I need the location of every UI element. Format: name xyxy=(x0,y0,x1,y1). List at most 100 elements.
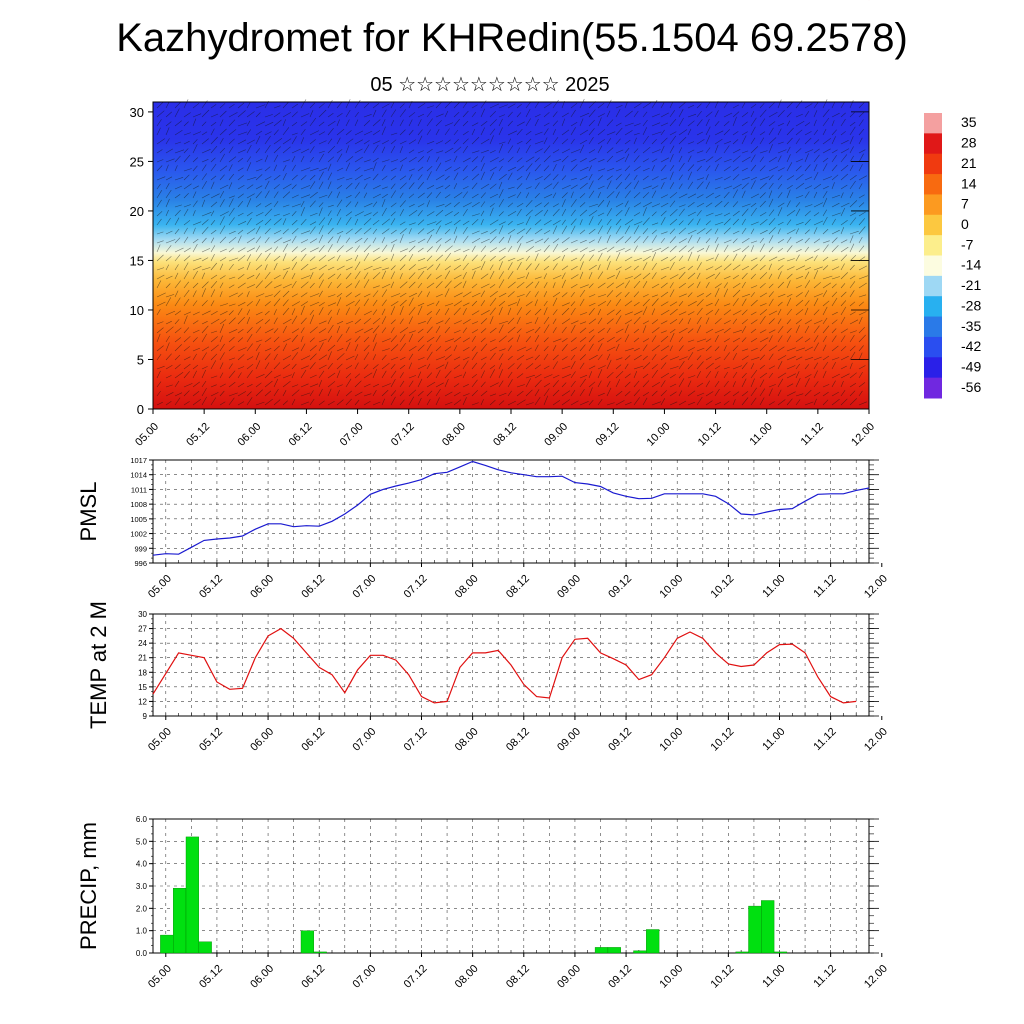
wind-barb xyxy=(255,293,265,298)
wind-barb xyxy=(777,167,785,172)
colorbar-swatch xyxy=(924,174,942,195)
wind-barb xyxy=(678,318,684,325)
wind-barb xyxy=(345,258,353,262)
colorbar-label: 21 xyxy=(961,155,977,171)
wind-barb xyxy=(579,284,589,289)
wind-barb xyxy=(705,228,712,235)
wind-barb xyxy=(246,363,254,370)
wind-barb xyxy=(516,222,524,226)
wind-barb xyxy=(354,245,360,253)
wind-barb xyxy=(705,257,714,262)
wind-barb xyxy=(327,120,336,127)
wind-barb xyxy=(615,122,622,127)
wind-barb xyxy=(453,129,459,136)
wind-barb xyxy=(309,282,315,289)
wind-barb xyxy=(498,324,504,334)
wind-barb xyxy=(489,399,496,406)
wind-barb xyxy=(399,109,407,118)
wind-barb xyxy=(795,138,800,145)
y-tick-label: 999 xyxy=(134,544,147,553)
wind-barb xyxy=(660,231,668,235)
wind-barb xyxy=(228,195,235,199)
wind-barb xyxy=(813,139,820,145)
wind-barb xyxy=(786,266,795,271)
wind-barb xyxy=(273,388,279,397)
wind-barb xyxy=(471,136,480,145)
wind-barb xyxy=(597,185,605,190)
wind-barb xyxy=(318,181,324,190)
wind-barb xyxy=(165,401,172,406)
x-tick-label: 06.00 xyxy=(248,726,276,754)
wind-barb xyxy=(444,110,449,118)
wind-barb xyxy=(570,361,576,370)
wind-barb xyxy=(660,398,666,406)
wind-barb xyxy=(597,219,603,226)
wind-barb xyxy=(534,219,542,226)
wind-barb xyxy=(858,236,863,244)
wind-barb xyxy=(489,157,499,163)
wind-barb xyxy=(714,144,719,154)
wind-barb xyxy=(714,156,722,163)
wind-barb xyxy=(624,165,631,172)
wind-barb xyxy=(201,173,207,181)
precip-bar xyxy=(607,947,621,954)
wind-barb xyxy=(354,148,363,154)
wind-barb xyxy=(570,325,576,334)
wind-barb xyxy=(165,375,172,379)
wind-barb xyxy=(471,321,479,325)
wind-barb xyxy=(642,294,649,298)
wind-barb xyxy=(291,315,298,325)
wind-barb xyxy=(525,172,531,181)
wind-barb xyxy=(507,390,512,397)
wind-barb xyxy=(687,251,693,262)
wind-barb xyxy=(426,141,435,145)
precip-bar xyxy=(761,900,775,954)
wind-barb xyxy=(732,111,740,118)
wind-barb xyxy=(318,245,325,253)
wind-barb xyxy=(273,399,281,406)
wind-barb xyxy=(552,238,560,244)
wind-barb xyxy=(273,237,283,244)
wind-barb xyxy=(228,357,236,361)
wind-barb xyxy=(219,211,229,217)
wind-barb xyxy=(165,230,173,235)
wind-barb xyxy=(327,218,332,226)
wind-barb xyxy=(354,112,359,118)
wind-barb xyxy=(624,101,628,109)
wind-barb xyxy=(516,208,522,217)
wind-barb xyxy=(822,99,828,109)
wind-barb xyxy=(651,113,661,118)
wind-barb xyxy=(435,204,445,208)
wind-barb xyxy=(417,258,426,262)
wind-barb xyxy=(381,103,390,109)
wind-barb xyxy=(606,381,611,388)
wind-barb xyxy=(300,121,308,127)
wind-barb xyxy=(687,149,695,154)
wind-barb xyxy=(750,110,755,118)
wind-barb xyxy=(660,301,669,307)
wind-barb xyxy=(336,231,344,235)
wind-barb xyxy=(435,156,440,163)
wind-barb xyxy=(669,256,677,262)
wind-barb xyxy=(732,116,737,127)
wind-barb xyxy=(309,139,316,145)
wind-barb xyxy=(813,342,819,352)
wind-barb xyxy=(678,101,687,109)
wind-barb xyxy=(363,159,371,163)
wind-barb xyxy=(282,119,286,127)
wind-barb xyxy=(579,112,590,118)
wind-barb xyxy=(156,267,165,271)
wind-barb xyxy=(768,235,774,244)
wind-barb xyxy=(444,184,451,190)
wind-barb xyxy=(183,390,190,397)
wind-barb xyxy=(642,298,650,307)
wind-barb xyxy=(174,319,180,325)
wind-barb xyxy=(300,292,308,298)
wind-barb xyxy=(804,237,810,244)
wind-barb xyxy=(264,319,271,325)
wind-barb xyxy=(363,383,371,388)
wind-barb xyxy=(777,221,784,226)
wind-barb xyxy=(534,148,543,154)
wind-barb xyxy=(507,194,516,199)
wind-barb xyxy=(210,145,218,154)
